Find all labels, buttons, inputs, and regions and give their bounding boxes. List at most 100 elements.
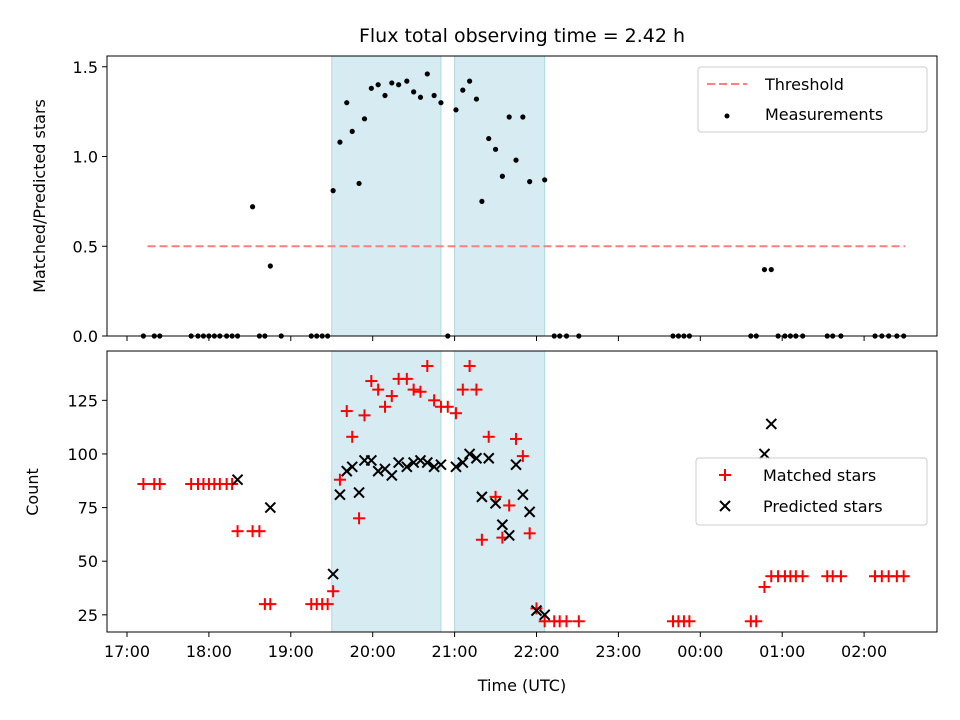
measurement-point-41 [460, 87, 466, 93]
predicted-point-22 [463, 448, 476, 460]
predicted-point-35 [765, 418, 777, 430]
predicted-point-32 [530, 604, 543, 617]
matched-point-38 [441, 400, 454, 413]
matched-point-72 [834, 570, 847, 583]
x-tick-label: 22:00 [513, 642, 559, 661]
measurement-point-22 [330, 188, 336, 194]
measurement-point-51 [527, 179, 533, 185]
predicted-point-7 [353, 486, 365, 499]
matched-point-28 [372, 383, 385, 396]
matched-point-39 [449, 407, 462, 420]
predicted-point-14 [401, 461, 413, 473]
legend-threshold-label: Threshold [764, 75, 844, 94]
y-tick-label: 1.5 [73, 58, 98, 77]
measurement-point-64 [768, 266, 774, 273]
x-tick-label: 23:00 [595, 642, 641, 661]
predicted-point-26 [489, 497, 502, 510]
bottom-legend: Matched stars Predicted stars [695, 457, 928, 526]
predicted-point-20 [450, 461, 462, 473]
measurement-point-32 [396, 82, 402, 88]
measurement-point-34 [411, 89, 417, 95]
matched-point-23 [340, 405, 353, 418]
y-tick-label: 0.0 [73, 327, 98, 346]
measurement-point-49 [513, 157, 519, 163]
matched-point-12 [231, 525, 244, 538]
predicted-point-19 [435, 458, 447, 471]
measurement-point-52 [542, 177, 548, 183]
predicted-point-4 [334, 489, 346, 501]
matched-point-35 [421, 360, 434, 373]
predicted-point-28 [503, 529, 515, 542]
predicted-point-23 [470, 452, 483, 464]
predicted-point-27 [496, 519, 509, 531]
top-x-ticks [126, 336, 865, 341]
matched-point-41 [463, 360, 476, 373]
bottom-axes-frame [106, 350, 938, 633]
matched-point-20 [321, 598, 334, 611]
x-tick-label: 20:00 [350, 642, 396, 661]
measurement-point-44 [479, 198, 485, 204]
measurement-point-48 [506, 114, 512, 120]
shaded-region-2 [454, 350, 546, 633]
legend-matched-swatch [719, 469, 731, 481]
measurement-point-29 [375, 82, 381, 88]
matched-point-62 [750, 615, 763, 628]
measurement-point-30 [382, 92, 388, 99]
x-tick-label: 17:00 [104, 642, 150, 661]
measurement-point-43 [473, 96, 480, 102]
matched-point-24 [346, 430, 359, 443]
top-panel: 0.0 0.5 1.0 1.5 Matched/Predicted stars Thr… [30, 55, 938, 346]
matched-point-49 [516, 450, 529, 463]
matched-point-34 [414, 385, 427, 398]
bottom-count-points [137, 360, 910, 628]
top-y-axis-label: Matched/Predicted stars [30, 99, 49, 293]
matched-point-16 [264, 598, 277, 611]
matched-point-63 [758, 580, 771, 593]
bottom-y-axis-label: Count [23, 468, 42, 516]
predicted-point-17 [421, 456, 434, 469]
x-tick-label: 19:00 [268, 642, 314, 661]
measurement-point-42 [467, 78, 473, 84]
measurement-point-23 [337, 139, 343, 145]
predicted-point-12 [386, 469, 398, 482]
matched-point-77 [897, 570, 910, 583]
measurement-point-36 [424, 71, 430, 77]
matched-point-25 [353, 512, 366, 525]
top-axes-frame [106, 55, 938, 337]
matched-point-32 [400, 372, 413, 385]
measurement-point-40 [453, 107, 459, 113]
predicted-point-25 [483, 452, 495, 464]
measurement-point-25 [349, 128, 355, 134]
predicted-point-1 [231, 473, 244, 486]
legend-predicted-swatch [719, 500, 731, 512]
matched-point-22 [333, 473, 346, 486]
bottom-panel: 25 50 75 100 125 17:00 18:00 19:00 20:00 21:00 22… [23, 350, 938, 695]
measurement-point-26 [356, 180, 362, 187]
bottom-x-ticks: 17:00 18:00 19:00 20:00 21:00 22:00 23:00 00:00… [104, 632, 887, 661]
predicted-point-10 [372, 465, 384, 477]
predicted-point-16 [414, 454, 427, 467]
predicted-point-3 [327, 568, 339, 580]
predicted-point-24 [476, 491, 488, 503]
matched-point-44 [482, 430, 495, 443]
matched-point-27 [365, 375, 378, 388]
predicted-point-15 [407, 456, 420, 469]
x-tick-label: 00:00 [677, 642, 723, 661]
predicted-point-2 [264, 501, 277, 514]
matched-point-36 [428, 394, 441, 407]
y-tick-label: 1.0 [73, 148, 98, 167]
x-tick-label: 18:00 [186, 642, 232, 661]
matched-point-60 [683, 615, 696, 628]
measurement-point-13 [249, 204, 256, 210]
measurement-point-46 [492, 146, 499, 152]
matched-point-56 [572, 615, 585, 628]
predicted-point-34 [758, 448, 771, 460]
predicted-point-9 [365, 454, 378, 467]
legend-predicted-label: Predicted stars [763, 497, 883, 516]
predicted-point-29 [510, 458, 522, 471]
legend-matched-label: Matched stars [763, 466, 876, 485]
measurement-point-50 [520, 114, 526, 120]
shaded-region-2 [454, 55, 546, 337]
y-tick-label: 75 [78, 499, 98, 518]
